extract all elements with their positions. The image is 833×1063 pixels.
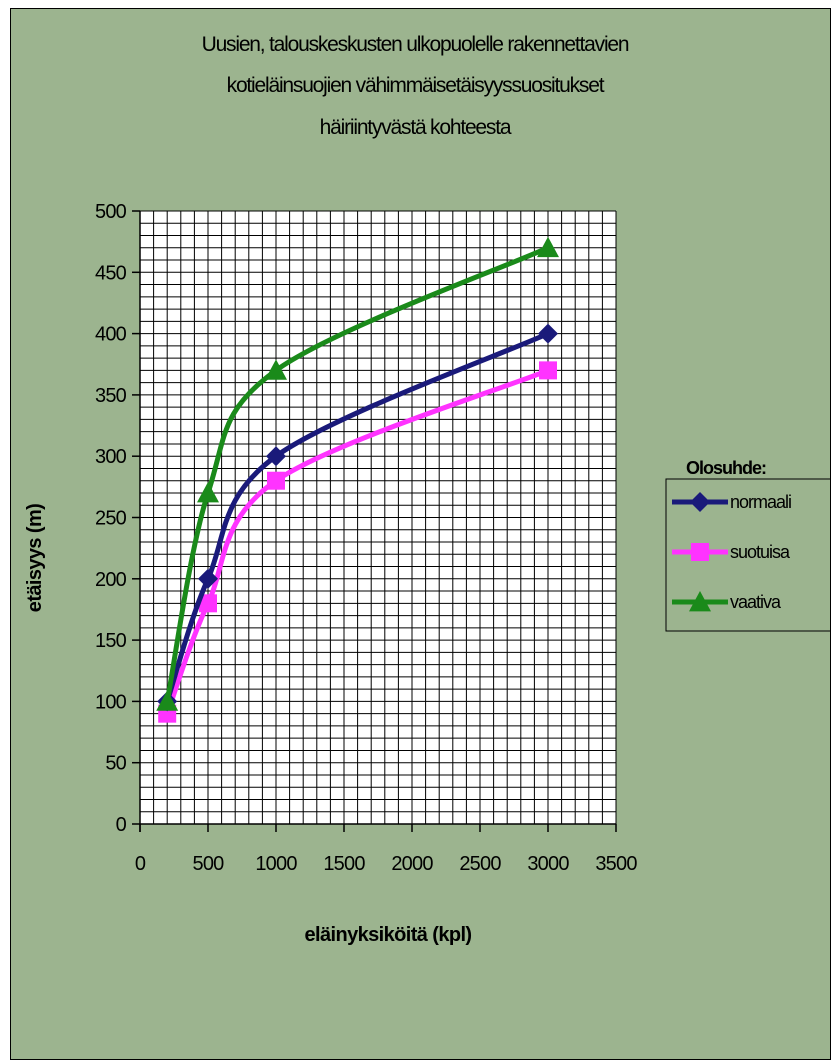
title-line-2: kotieläinsuojien vähimmäisetäisyyssuosit… bbox=[227, 74, 605, 97]
series-line-suotuisa bbox=[164, 368, 549, 715]
x-tick-label: 0 bbox=[135, 853, 146, 875]
axes bbox=[139, 211, 616, 832]
series-vaativa bbox=[156, 236, 559, 711]
y-tick-label: 250 bbox=[95, 508, 127, 530]
data-point-normaali bbox=[266, 446, 286, 467]
y-tick-label: 50 bbox=[105, 753, 126, 775]
x-tick-label: 2500 bbox=[459, 853, 501, 875]
data-point-vaativa bbox=[537, 236, 559, 258]
chart-title: Uusien, talouskeskusten ulkopuolelle rak… bbox=[202, 33, 630, 139]
data-point-vaativa bbox=[265, 359, 287, 380]
y-tick-label: 500 bbox=[95, 201, 127, 223]
y-tick-label: 100 bbox=[95, 691, 127, 713]
legend-item-vaativa: vaativa bbox=[672, 591, 783, 612]
line-chart: Uusien, talouskeskusten ulkopuolelle rak… bbox=[11, 9, 830, 1059]
data-point-vaativa bbox=[156, 690, 179, 711]
legend-box bbox=[665, 478, 830, 632]
legend-label-normaali: normaali bbox=[730, 492, 791, 512]
y-axis-ticks: 0 50 100 150 200 250 300 350 400 450 500 bbox=[95, 201, 140, 836]
y-tick-label: 350 bbox=[95, 385, 127, 407]
x-tick-label: 500 bbox=[193, 853, 225, 875]
legend-marker-normaali bbox=[690, 492, 710, 512]
x-tick-label: 2000 bbox=[391, 853, 433, 875]
legend-item-suotuisa: suotuisa bbox=[672, 542, 792, 562]
legend: Olosuhde: normaali suotuisa vaativa bbox=[665, 458, 830, 632]
legend-marker-vaativa bbox=[689, 591, 711, 612]
y-tick-label: 0 bbox=[116, 814, 127, 836]
x-tick-label: 3000 bbox=[527, 853, 569, 875]
x-tick-label: 1500 bbox=[323, 853, 365, 875]
x-axis-title: eläinyksiköitä (kpl) bbox=[305, 924, 472, 946]
series-line-normaali bbox=[164, 331, 550, 703]
y-tick-label: 200 bbox=[95, 569, 127, 591]
y-tick-label: 150 bbox=[95, 630, 127, 652]
legend-item-normaali: normaali bbox=[672, 492, 792, 512]
y-tick-label: 400 bbox=[95, 324, 127, 346]
data-point-suotuisa bbox=[267, 471, 285, 490]
y-tick-label: 300 bbox=[95, 446, 127, 468]
legend-label-vaativa: vaativa bbox=[730, 592, 782, 612]
series-layer bbox=[156, 236, 559, 723]
legend-items: normaali suotuisa vaativa bbox=[672, 492, 792, 612]
series-line-vaativa bbox=[164, 245, 550, 702]
title-line-3: häiriintyvästä kohteesta bbox=[320, 116, 512, 139]
y-axis-title: etäisyys (m) bbox=[24, 504, 46, 612]
legend-marker-suotuisa bbox=[691, 543, 709, 561]
legend-label-suotuisa: suotuisa bbox=[730, 542, 791, 562]
x-tick-label: 1000 bbox=[255, 853, 297, 875]
legend-title: Olosuhde: bbox=[686, 458, 766, 478]
data-point-normaali bbox=[538, 323, 558, 344]
chart-area: Uusien, talouskeskusten ulkopuolelle rak… bbox=[10, 8, 831, 1060]
data-point-normaali bbox=[198, 568, 218, 589]
x-tick-label: 3500 bbox=[595, 853, 637, 875]
title-line-1: Uusien, talouskeskusten ulkopuolelle rak… bbox=[202, 33, 629, 56]
data-point-suotuisa bbox=[539, 361, 557, 380]
data-point-suotuisa bbox=[199, 594, 217, 613]
y-tick-label: 450 bbox=[95, 262, 127, 284]
x-axis-ticks: 0 500 1000 1500 2000 2500 3000 3500 bbox=[135, 824, 638, 875]
data-point-vaativa bbox=[197, 481, 219, 503]
